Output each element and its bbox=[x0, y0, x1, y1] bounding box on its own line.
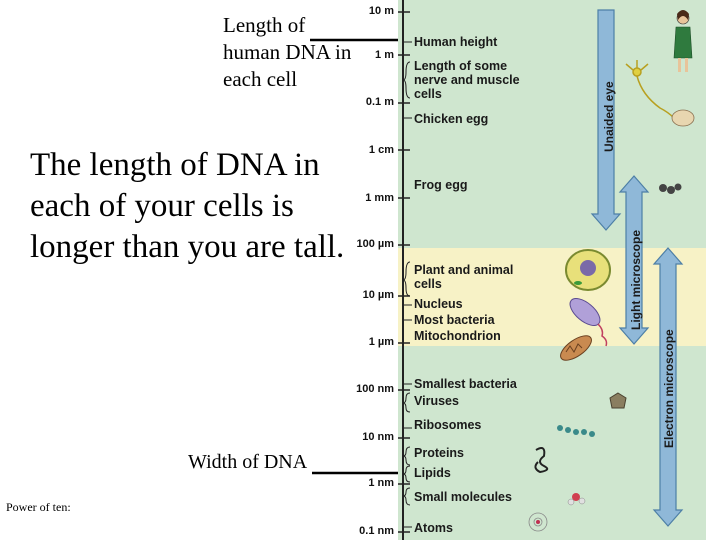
label-small-molecules: Small molecules bbox=[414, 490, 512, 504]
label-human-height: Human height bbox=[414, 35, 498, 49]
label-unaided-eye: Unaided eye bbox=[602, 81, 616, 152]
scale-mark-1um: 1 µm bbox=[368, 336, 394, 348]
human-icon bbox=[673, 10, 693, 72]
scale-mark-100nm: 100 nm bbox=[356, 383, 394, 395]
scale-mark-10um: 10 µm bbox=[362, 289, 394, 301]
unaided-eye-arrow bbox=[590, 9, 622, 231]
label-chicken-egg: Chicken egg bbox=[414, 112, 489, 126]
label-proteins: Proteins bbox=[414, 446, 465, 460]
small-molecule-icon bbox=[567, 493, 586, 506]
label-plant-animal-cells: Plant and animal cells bbox=[414, 263, 514, 291]
label-light-microscope: Light microscope bbox=[629, 229, 643, 330]
brace-viruses bbox=[402, 392, 411, 413]
scale-mark-1mm: 1 mm bbox=[365, 192, 394, 204]
scale-mark-100um: 100 µm bbox=[356, 238, 394, 250]
scale-mark-1nm: 1 nm bbox=[368, 477, 394, 489]
size-scale-figure: 10 m 1 m 0.1 m 1 cm 1 mm 100 µm 10 µm 1 … bbox=[356, 0, 706, 540]
label-nerve-cells: Length of some nerve and muscle cells bbox=[414, 59, 520, 101]
protein-icon bbox=[534, 447, 549, 474]
chicken-egg-icon bbox=[671, 109, 695, 127]
label-ribosomes: Ribosomes bbox=[414, 418, 482, 432]
bacterium-icon bbox=[569, 298, 608, 347]
plant-cell-icon bbox=[565, 249, 611, 291]
label-smallest-bacteria: Smallest bacteria bbox=[414, 377, 517, 391]
brace-cells bbox=[402, 261, 411, 297]
label-mitochondrion: Mitochondrion bbox=[414, 329, 501, 343]
virus-icon bbox=[609, 392, 627, 409]
brace-nerve bbox=[402, 61, 411, 99]
nerve-cell-icon bbox=[625, 60, 675, 119]
atom-icon bbox=[528, 512, 548, 532]
scale-graphics bbox=[398, 9, 695, 533]
band-molecular bbox=[398, 346, 706, 540]
scale-mark-10nm: 10 nm bbox=[362, 431, 394, 443]
frog-egg-icon bbox=[659, 183, 682, 194]
main-statement: The length of DNA in each of your cells … bbox=[30, 147, 345, 265]
label-nucleus: Nucleus bbox=[414, 297, 463, 311]
label-viruses: Viruses bbox=[414, 394, 459, 408]
scale-axis bbox=[402, 0, 404, 540]
brace-lipids bbox=[402, 465, 411, 483]
scale-mark-0.1nm: 0.1 nm bbox=[359, 525, 394, 537]
light-microscope-arrow bbox=[618, 175, 650, 345]
scale-mark-1m: 1 m bbox=[375, 49, 394, 61]
electron-microscope-arrow bbox=[652, 247, 684, 527]
scale-mark-10m: 10 m bbox=[368, 5, 394, 17]
power-of-ten-label: Power of ten: bbox=[6, 500, 71, 514]
label-atoms: Atoms bbox=[414, 521, 453, 535]
ribosome-icon bbox=[557, 425, 595, 437]
mitochondrion-icon bbox=[560, 335, 592, 361]
label-electron-microscope: Electron microscope bbox=[662, 329, 676, 448]
brace-proteins bbox=[402, 446, 411, 466]
brace-small-molecules bbox=[402, 487, 411, 506]
dna-length-caption: Length of human DNA in each cell bbox=[223, 13, 352, 91]
scale-mark-1cm: 1 cm bbox=[368, 144, 394, 156]
label-most-bacteria: Most bacteria bbox=[414, 313, 495, 327]
band-macro bbox=[398, 0, 706, 248]
scale-mark-0.1m: 0.1 m bbox=[365, 96, 394, 108]
dna-width-caption: Width of DNA bbox=[188, 451, 308, 473]
label-frog-egg: Frog egg bbox=[414, 178, 468, 192]
label-lipids: Lipids bbox=[414, 466, 451, 480]
